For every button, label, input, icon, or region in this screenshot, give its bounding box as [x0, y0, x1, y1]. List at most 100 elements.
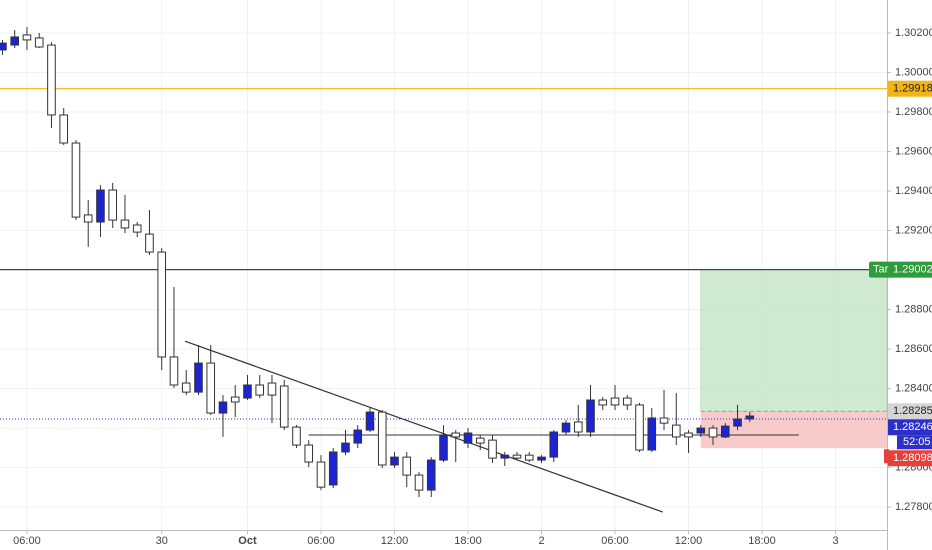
- candle-body: [292, 426, 301, 446]
- candle-body: [0, 42, 7, 51]
- candle-body: [194, 362, 203, 393]
- y-tick-label: 1.29400: [895, 185, 932, 197]
- candle-body: [439, 434, 448, 461]
- candle-body: [10, 36, 19, 46]
- x-tick-label: 18:00: [454, 535, 482, 547]
- candle-body: [71, 142, 81, 218]
- candle-body: [488, 439, 497, 459]
- candle-body: [475, 437, 485, 444]
- x-tick-label: 06:00: [13, 535, 41, 547]
- candle-body: [132, 224, 142, 233]
- trend-line: [184, 340, 664, 513]
- target-tag-box: [869, 261, 889, 278]
- candle-body: [598, 399, 608, 406]
- candle-body: [218, 401, 228, 414]
- candle-body: [745, 415, 755, 420]
- candle-body: [22, 34, 32, 41]
- candle-body: [120, 219, 130, 229]
- x-tick-label: Oct: [238, 535, 257, 547]
- x-tick-label: 12:00: [675, 535, 703, 547]
- position-loss-zone: [700, 411, 887, 449]
- candle-body: [586, 399, 595, 433]
- price-label-box: [888, 80, 932, 97]
- price-label: 1.28098: [893, 452, 932, 464]
- candle-body: [96, 189, 105, 223]
- price-label: 1.29002: [893, 264, 932, 276]
- candle-body: [181, 382, 191, 393]
- price-label-box: [888, 403, 932, 420]
- x-tick-label: 06:00: [307, 535, 335, 547]
- x-tick-label: 30: [156, 535, 168, 547]
- candle-body: [426, 459, 436, 491]
- candle-body: [622, 397, 632, 406]
- x-tick-label: 18:00: [748, 535, 776, 547]
- y-tick-label: 1.28800: [895, 303, 932, 315]
- position-profit-zone: [700, 269, 888, 412]
- x-tick-label: 12:00: [381, 535, 409, 547]
- y-tick-label: 1.29200: [895, 224, 932, 236]
- candle-body: [463, 432, 473, 444]
- candle-body: [635, 404, 644, 451]
- candle-body: [108, 189, 118, 221]
- candle-body: [34, 37, 44, 48]
- candle-body: [243, 384, 252, 399]
- candle-body: [537, 456, 546, 461]
- candle-body: [377, 411, 387, 466]
- candle-body: [573, 421, 583, 433]
- countdown: 52:05: [903, 436, 931, 448]
- y-tick-label: 1.29800: [895, 106, 932, 118]
- candle-body: [255, 384, 265, 396]
- candle-body: [684, 432, 693, 438]
- candle-body: [512, 454, 522, 459]
- candle-body: [365, 411, 375, 431]
- candle-body: [414, 474, 424, 491]
- price-label-box: [888, 450, 932, 467]
- candle-body: [353, 429, 363, 444]
- candle-body: [671, 424, 681, 438]
- y-tick-label: 1.27800: [895, 501, 932, 513]
- candle-body: [647, 417, 657, 451]
- target-tag: Tar: [873, 264, 889, 276]
- candle-body: [59, 114, 69, 144]
- price-label-box: [888, 419, 932, 436]
- candle-body: [145, 233, 154, 253]
- y-tick-label: 1.30200: [895, 27, 932, 39]
- countdown-box: [897, 435, 932, 450]
- price-label: 1.28246: [893, 421, 932, 433]
- price-label: 1.28285: [893, 405, 932, 417]
- candle-body: [390, 456, 399, 466]
- price-label: 1.29918: [893, 83, 932, 95]
- candle-body: [230, 396, 240, 403]
- x-tick-label: 3: [832, 535, 838, 547]
- candle-body: [206, 362, 216, 414]
- candle-body: [696, 427, 706, 434]
- candle-body: [316, 461, 326, 488]
- candle-body: [549, 431, 559, 458]
- candle-body: [500, 454, 510, 459]
- candle-body: [169, 356, 179, 386]
- y-tick-label: 1.29600: [895, 145, 932, 157]
- candle-body: [451, 432, 461, 438]
- candle-body: [157, 251, 167, 358]
- price-label-box: [888, 261, 932, 278]
- x-tick-label: 2: [538, 535, 544, 547]
- candle-body: [659, 417, 669, 424]
- candle-body: [733, 418, 742, 427]
- candle-body: [524, 454, 534, 461]
- candle-body: [561, 422, 571, 433]
- x-tick-label: 06:00: [601, 535, 629, 547]
- y-tick-label: 1.28400: [895, 382, 932, 394]
- candle-body: [267, 382, 277, 396]
- candle-body: [341, 442, 350, 453]
- candle-body: [708, 427, 718, 438]
- candle-body: [47, 44, 56, 116]
- candle-body: [402, 456, 412, 476]
- candle-body: [720, 425, 730, 438]
- y-tick-label: 1.30000: [895, 66, 932, 78]
- candle-body: [328, 451, 338, 486]
- candle-body: [279, 385, 289, 428]
- candle-body: [83, 214, 93, 223]
- stop-flag: [884, 449, 889, 464]
- candle-body: [610, 397, 620, 406]
